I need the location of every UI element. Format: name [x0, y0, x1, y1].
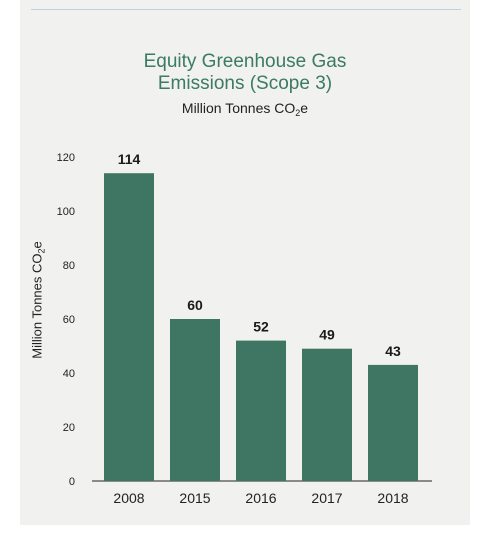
data-labels: 114 60 52 49 43 [118, 151, 401, 359]
y-tick-label: 60 [63, 314, 75, 326]
bar-2018 [368, 364, 418, 481]
y-tick-label: 40 [63, 368, 75, 380]
x-tick-label: 2018 [377, 490, 408, 506]
y-tick-label: 20 [63, 422, 75, 434]
bar-2016 [236, 340, 286, 481]
x-tick-label: 2016 [245, 490, 276, 506]
x-tick-label: 2015 [179, 490, 210, 506]
data-label-2015: 60 [187, 297, 203, 313]
data-label-2016: 52 [253, 319, 269, 335]
data-label-2008: 114 [118, 151, 141, 167]
x-tick-label: 2008 [113, 490, 144, 506]
chart-title-line-2: Emissions (Scope 3) [157, 73, 333, 94]
bar-2017 [302, 348, 352, 481]
subtitle-text: Million Tonnes CO [181, 100, 296, 116]
subtitle-suffix: e [300, 100, 309, 116]
y-tick-label: 80 [63, 260, 75, 272]
bar-2015 [170, 319, 220, 481]
data-label-2017: 49 [319, 327, 335, 343]
divider [31, 9, 461, 10]
bar-2008 [104, 173, 154, 481]
y-tick-label: 0 [69, 476, 75, 488]
y-axis-ticks: 0 20 40 60 80 100 120 [57, 152, 75, 488]
data-label-2018: 43 [385, 343, 401, 359]
y-tick-label: 120 [57, 152, 75, 164]
chart-title-line-1: Equity Greenhouse Gas [143, 51, 347, 72]
chart-subtitle: Million Tonnes CO2e [0, 99, 490, 122]
x-axis-ticks: 2008 2015 2016 2017 2018 [113, 490, 408, 506]
subtitle-subscript: 2 [295, 108, 301, 118]
x-tick-label: 2017 [311, 490, 342, 506]
bars [104, 173, 418, 481]
y-tick-label: 100 [57, 206, 75, 218]
